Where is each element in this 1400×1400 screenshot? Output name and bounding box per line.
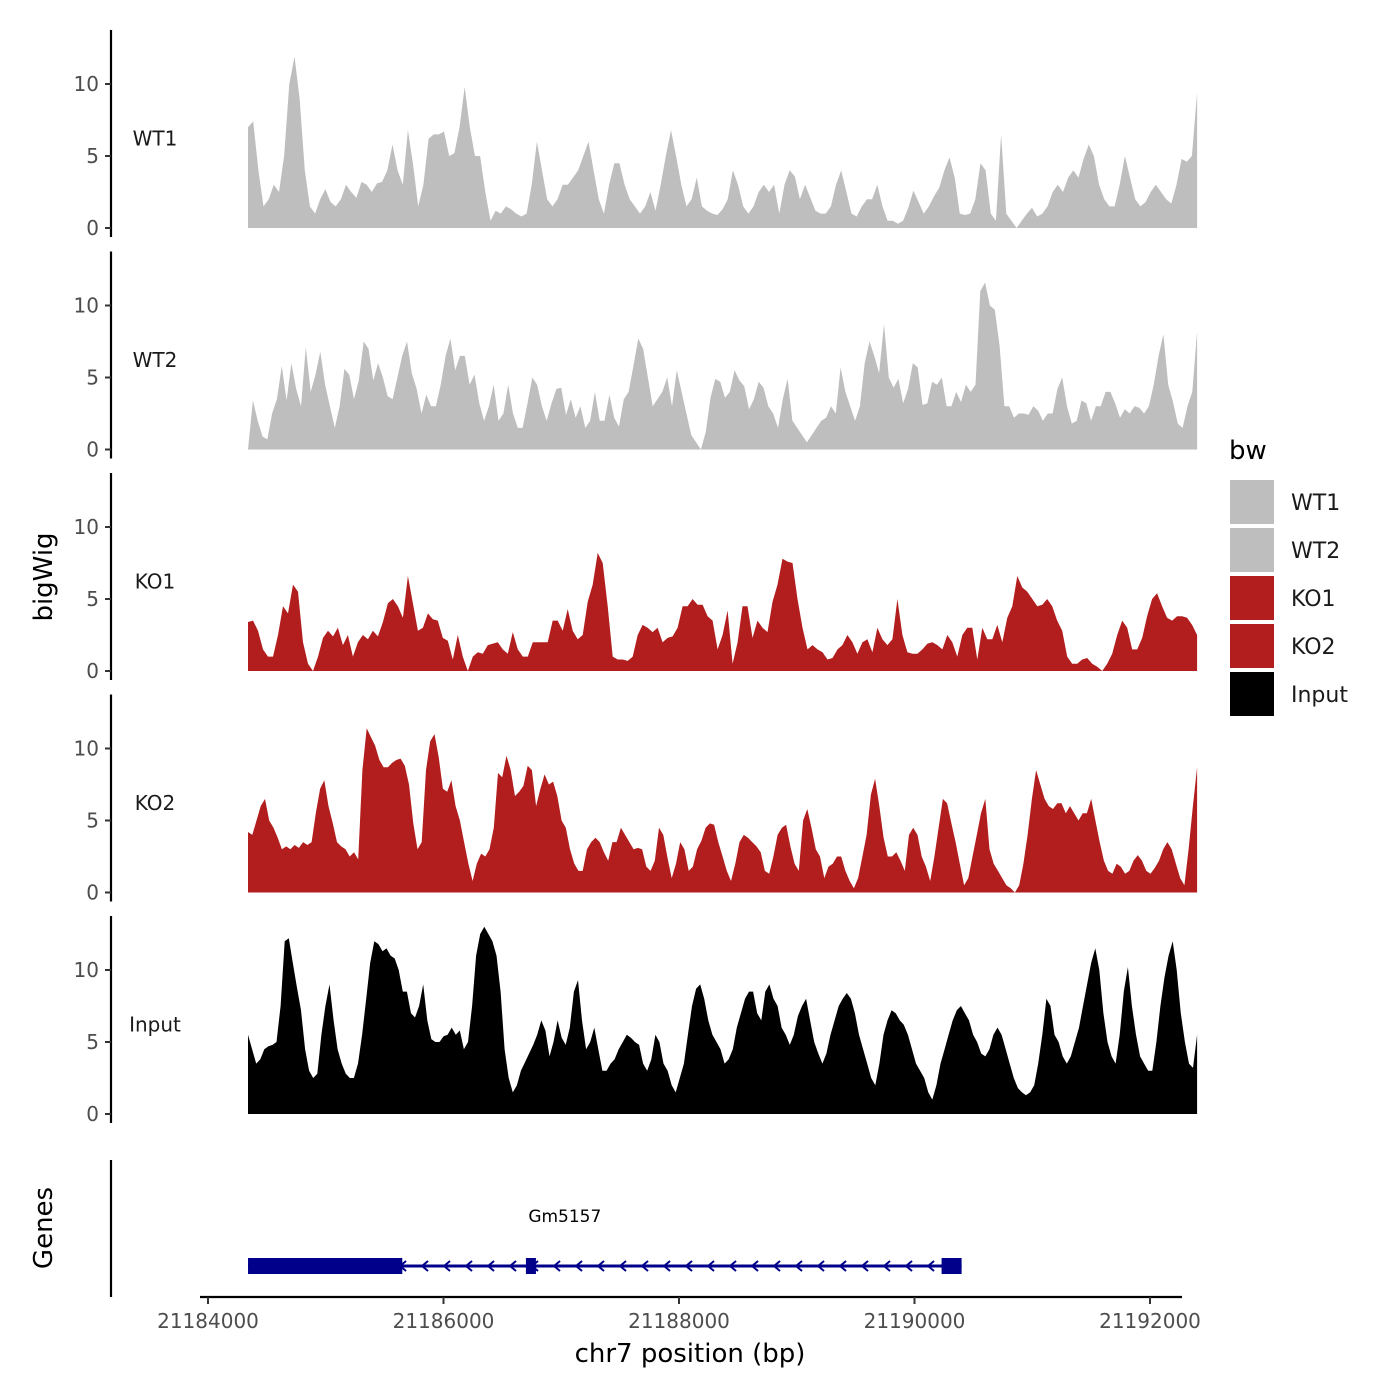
track-label: WT2 [133, 348, 178, 372]
strand-arrow [728, 1260, 737, 1272]
y-tick-label: 0 [86, 659, 99, 683]
legend-label-input: Input [1291, 683, 1348, 708]
strand-arrow [640, 1260, 649, 1272]
legend-swatch-ko1 [1230, 576, 1274, 620]
y-tick-label: 10 [74, 958, 99, 982]
track-label: Input [129, 1013, 181, 1037]
strand-arrow [596, 1260, 605, 1272]
legend-swatch-ko2 [1230, 624, 1274, 668]
strand-arrow [904, 1260, 913, 1272]
gene-exon [248, 1258, 403, 1274]
y-tick-label: 0 [86, 438, 99, 462]
coverage-area-ko2 [248, 728, 1198, 893]
strand-arrow [750, 1260, 759, 1272]
strand-arrow [552, 1260, 561, 1272]
track-label: WT1 [133, 127, 178, 151]
x-tick-label: 21186000 [393, 1309, 495, 1333]
track-ko1: 0 5 10 KO1 [74, 473, 1198, 683]
y-tick-label: 0 [86, 1102, 99, 1126]
strand-arrow [464, 1260, 473, 1272]
strand-arrow [662, 1260, 671, 1272]
coverage-area-input [248, 926, 1198, 1114]
x-tick-label: 21192000 [1099, 1309, 1201, 1333]
strand-arrow [772, 1260, 781, 1272]
y-tick-label: 10 [74, 515, 99, 539]
strand-arrow [706, 1260, 715, 1272]
x-axis-title: chr7 position (bp) [575, 1339, 806, 1369]
y-tick-label: 5 [86, 1030, 99, 1054]
gene-name-label: Gm5157 [528, 1207, 601, 1227]
strand-arrow [574, 1260, 583, 1272]
track-label: KO1 [135, 570, 176, 594]
strand-arrow [838, 1260, 847, 1272]
strand-arrow [508, 1260, 517, 1272]
y-tick-label: 5 [86, 809, 99, 833]
legend-label-wt1: WT1 [1291, 491, 1340, 516]
strand-arrow [618, 1260, 627, 1272]
legend: bw WT1 WT2 KO1 KO2 Input [1229, 436, 1348, 716]
gene-exon [941, 1258, 962, 1274]
track-label: KO2 [135, 791, 176, 815]
y-tick-label: 10 [74, 737, 99, 761]
legend-swatch-input [1230, 672, 1274, 716]
coverage-area-wt2 [248, 282, 1198, 450]
strand-arrow [486, 1260, 495, 1272]
gene-exon [525, 1258, 536, 1274]
legend-swatch-wt1 [1230, 480, 1274, 524]
legend-label-ko1: KO1 [1291, 587, 1336, 612]
y-tick-label: 5 [86, 366, 99, 390]
y-axis-title: bigWig [29, 532, 59, 621]
gene-panel: Gm5157 [109, 1160, 962, 1297]
strand-arrow [926, 1260, 935, 1272]
legend-label-wt2: WT2 [1291, 539, 1340, 564]
y-tick-label: 10 [74, 294, 99, 318]
x-axis: 21184000 21186000 21188000 21190000 21192000 [157, 1295, 1201, 1333]
gene-gm5157: Gm5157 [248, 1207, 962, 1274]
y-tick-label: 5 [86, 144, 99, 168]
track-input: 0 5 10 Input [74, 916, 1198, 1126]
strand-arrow [882, 1260, 891, 1272]
strand-arrow [442, 1260, 451, 1272]
y-tick-label: 5 [86, 587, 99, 611]
strand-arrow [860, 1260, 869, 1272]
legend-label-ko2: KO2 [1291, 635, 1336, 660]
track-ko2: 0 5 10 KO2 [74, 694, 1198, 905]
genes-axis-title: Genes [29, 1187, 59, 1269]
x-tick-label: 21184000 [157, 1309, 259, 1333]
y-tick-label: 0 [86, 881, 99, 905]
coverage-area-ko1 [248, 552, 1198, 671]
y-tick-label: 0 [86, 216, 99, 240]
legend-swatch-wt2 [1230, 528, 1274, 572]
strand-arrow [420, 1260, 429, 1272]
x-tick-label: 21188000 [628, 1309, 730, 1333]
legend-title: bw [1229, 436, 1267, 466]
coverage-area-wt1 [248, 56, 1198, 228]
y-tick-label: 10 [74, 72, 99, 96]
x-tick-label: 21190000 [864, 1309, 966, 1333]
track-wt1: 0 5 10 WT1 [74, 30, 1198, 240]
track-wt2: 0 5 10 WT2 [74, 251, 1198, 462]
strand-arrow [684, 1260, 693, 1272]
strand-arrow [794, 1260, 803, 1272]
bigwig-tracks: 0 5 10 WT1 0 5 10 WT2 0 5 10 KO1 0 5 10 KO2 0 5 10 Input [74, 30, 1198, 1126]
strand-arrow [816, 1260, 825, 1272]
